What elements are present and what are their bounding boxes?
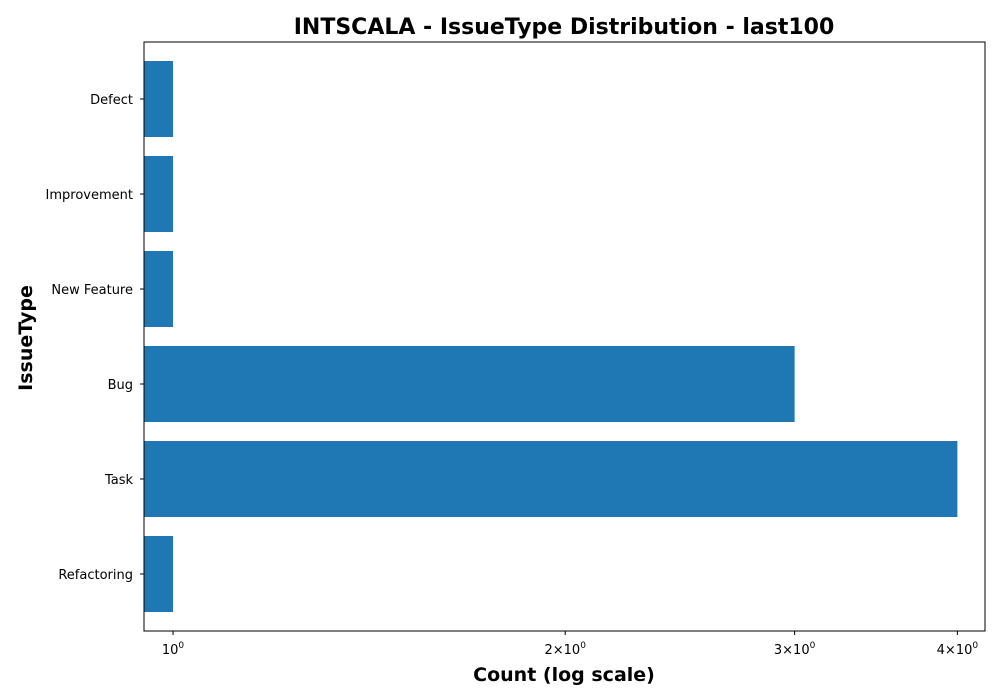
- y-ticks-group: Refactoring Task Bug New Feature Improvement…: [46, 93, 144, 583]
- bar-refactoring: [144, 536, 173, 612]
- bar-defect: [144, 61, 173, 137]
- plot-frame: [144, 42, 985, 631]
- bars-group: [144, 61, 957, 612]
- x-tick-label: 3×100: [774, 641, 816, 658]
- y-tick-label: New Feature: [51, 283, 133, 298]
- bar-improvement: [144, 156, 173, 232]
- y-axis-label: IssueType: [15, 285, 37, 391]
- bar-bug: [144, 346, 795, 422]
- x-ticks-group: 100 2×100 3×100 4×100: [162, 631, 979, 658]
- chart-title: INTSCALA - IssueType Distribution - last…: [294, 15, 835, 40]
- y-tick-label: Defect: [90, 93, 133, 108]
- x-tick-label: 4×100: [937, 641, 979, 658]
- x-tick-label: 2×100: [544, 641, 586, 658]
- y-tick-label: Improvement: [46, 188, 133, 203]
- x-axis-label: Count (log scale): [473, 664, 655, 686]
- bar-task: [144, 441, 957, 517]
- y-tick-label: Refactoring: [58, 568, 133, 583]
- y-tick-label: Bug: [108, 378, 133, 393]
- bar-new-feature: [144, 251, 173, 327]
- y-tick-label: Task: [104, 473, 134, 488]
- x-tick-label: 100: [162, 641, 185, 658]
